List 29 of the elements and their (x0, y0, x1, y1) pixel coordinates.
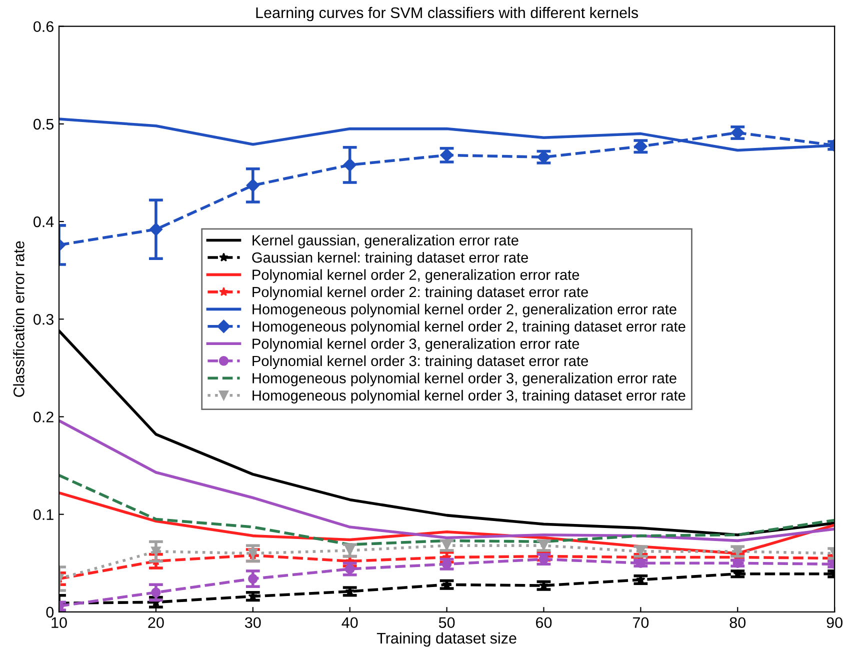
y-tick-label: 0.2 (34, 412, 54, 422)
x-tick-label: 90 (826, 617, 842, 628)
x-tick-label: 50 (438, 617, 455, 628)
x-axis-title: Training dataset size (376, 632, 516, 647)
x-tick-label: 80 (730, 617, 746, 628)
legend-label: Gaussian kernel: training dataset error rate (252, 252, 528, 266)
y-axis-title: Classification error rate (13, 241, 24, 397)
x-tick-label: 30 (244, 617, 261, 628)
legend-label: Homogeneous polynomial kernel order 2, training dataset error rate (252, 320, 686, 335)
legend-label: Kernel gaussian, generalization error rate (252, 234, 518, 248)
legend-label: Polynomial kernel order 2, generalization error rate (252, 269, 580, 283)
legend-label: Polynomial kernel order 3: training dataset error rate (252, 355, 588, 370)
y-tick-label: 0.5 (34, 118, 54, 130)
x-tick-label: 20 (148, 617, 164, 628)
legend-label: Homogeneous polynomial kernel order 3, training dataset error rate (252, 390, 686, 404)
x-tick-label: 70 (632, 617, 649, 628)
legend-label: Polynomial kernel order 3, generalization error rate (252, 338, 580, 352)
x-tick-label: 10 (52, 617, 67, 628)
chart-title: Learning curves for SVM classifiers with different kernels (256, 6, 638, 22)
legend-label: Homogeneous polynomial kernel order 2, generalization error rate (252, 304, 676, 318)
legend-label: Homogeneous polynomial kernel order 3, generalization error rate (252, 372, 676, 386)
y-tick-label: 0.4 (34, 216, 54, 228)
y-tick-label: 0 (46, 606, 54, 618)
x-tick-label: 40 (342, 617, 358, 628)
y-tick-label: 0.6 (34, 21, 54, 32)
legend-label: Polynomial kernel order 2: training dataset error rate (252, 286, 588, 300)
x-tick-label: 60 (536, 617, 552, 628)
y-tick-label: 0.1 (34, 509, 54, 520)
y-tick-label: 0.3 (34, 314, 54, 325)
